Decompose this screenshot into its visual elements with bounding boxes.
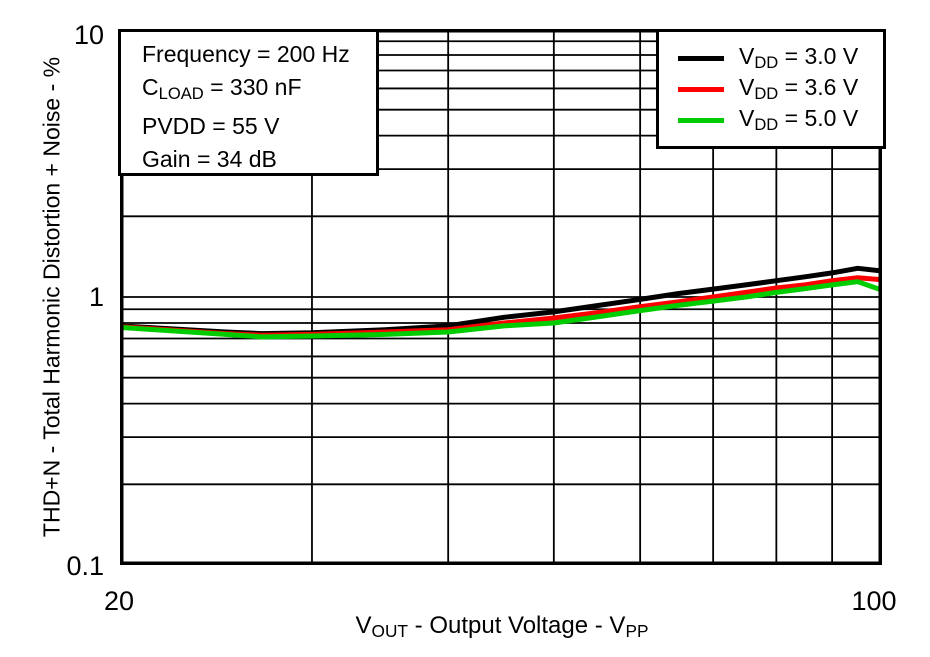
legend-label-value: = 5.0 V <box>778 105 859 132</box>
condition-gain: Gain = 34 dB <box>142 146 277 173</box>
legend-label-symbol: V <box>739 74 755 101</box>
condition-pvdd: PVDD = 55 V <box>142 113 280 140</box>
condition-cload: CLOAD = 330 nF <box>142 71 376 110</box>
legend-label-subscript: DD <box>754 115 779 135</box>
conditions-box: Frequency = 200 Hz CLOAD = 330 nF PVDD =… <box>118 29 379 176</box>
legend-box: VDD = 3.0 V VDD = 3.6 V VDD = 5.0 V <box>656 29 886 149</box>
condition-cload-value: = 330 nF <box>203 74 302 100</box>
legend-line-swatch-green <box>678 118 724 123</box>
legend-label-vdd-5v0: VDD = 5.0 V <box>739 105 858 135</box>
y-tick-0p1: 0.1 <box>66 551 104 581</box>
x-tick-100: 100 <box>851 586 897 616</box>
legend-label-symbol: V <box>739 105 755 132</box>
legend-line-swatch-black <box>678 56 724 61</box>
condition-cload-subscript: LOAD <box>158 84 204 104</box>
condition-cload-symbol: C <box>142 74 159 100</box>
legend-label-value: = 3.0 V <box>778 43 859 70</box>
legend-item-vdd-5v0: VDD = 5.0 V <box>659 105 883 136</box>
legend-label-subscript: DD <box>754 53 779 73</box>
x-axis-title-text: - Output Voltage - V <box>407 611 626 639</box>
legend-line-swatch-red <box>678 87 724 92</box>
legend-label-subscript: DD <box>754 84 779 104</box>
legend-label-symbol: V <box>739 43 755 70</box>
x-axis-title-symbol-subscript: OUT <box>371 621 408 642</box>
legend-item-vdd-3v0: VDD = 3.0 V <box>659 43 883 74</box>
y-tick-1: 1 <box>88 282 104 312</box>
x-axis-title-unit-subscript: PP <box>625 621 649 642</box>
legend-label-vdd-3v6: VDD = 3.6 V <box>739 74 858 104</box>
legend-label-value: = 3.6 V <box>778 74 859 101</box>
x-tick-20: 20 <box>103 586 135 616</box>
y-tick-10: 10 <box>73 20 104 50</box>
x-axis-title-symbol: V <box>355 611 372 639</box>
condition-frequency: Frequency = 200 Hz <box>142 41 350 67</box>
x-axis-title: VOUT - Output Voltage - VPP <box>356 612 649 642</box>
legend-label-vdd-3v0: VDD = 3.0 V <box>739 43 858 73</box>
legend-item-vdd-3v6: VDD = 3.6 V <box>659 74 883 105</box>
